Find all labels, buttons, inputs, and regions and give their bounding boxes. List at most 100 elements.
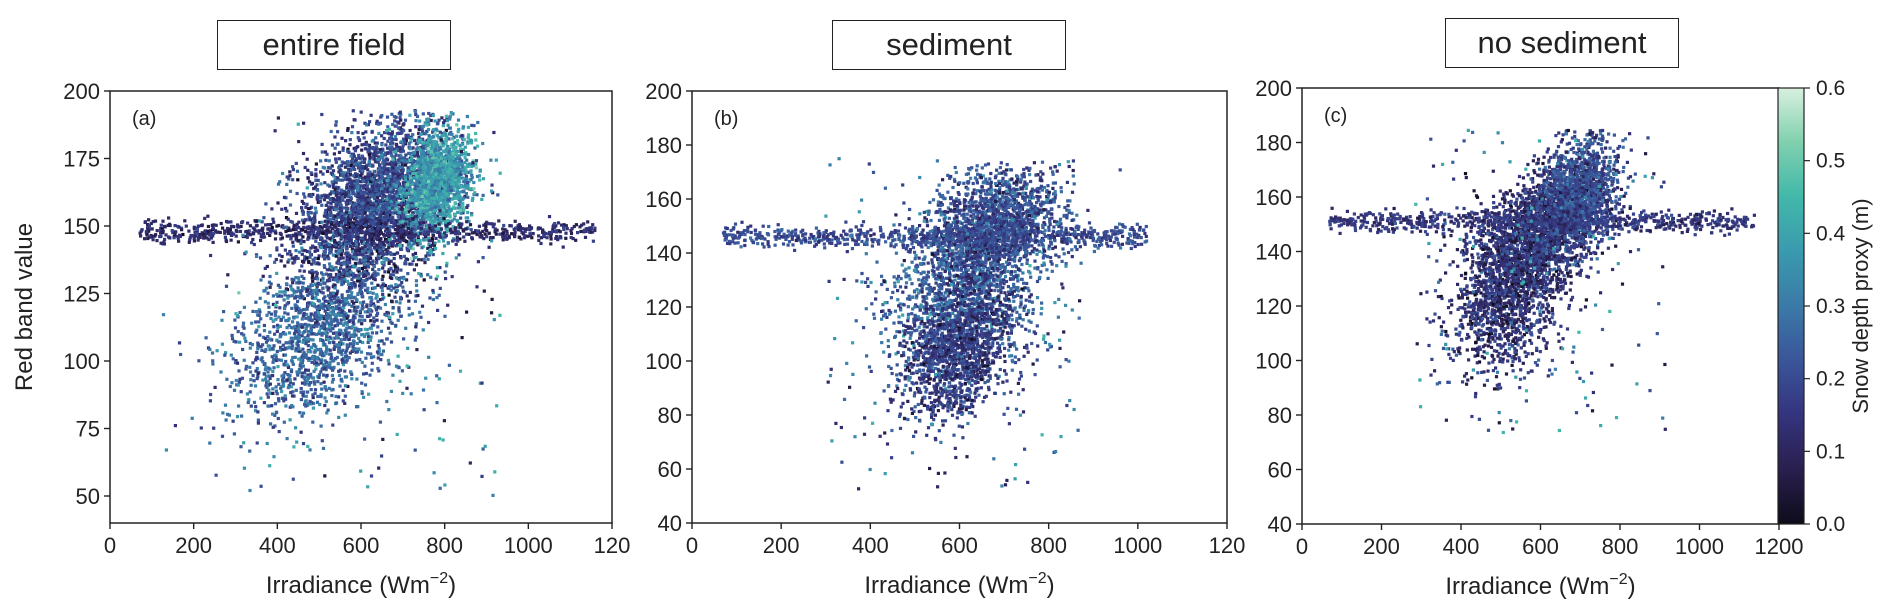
data-point — [310, 283, 314, 288]
data-point — [374, 180, 378, 184]
data-point — [346, 255, 350, 259]
data-point — [278, 335, 282, 339]
data-point — [349, 163, 353, 168]
data-point — [283, 293, 287, 297]
data-point — [372, 211, 376, 215]
data-point — [326, 316, 330, 320]
data-point — [304, 316, 308, 320]
data-point — [369, 352, 373, 356]
data-point — [402, 196, 406, 200]
data-point — [405, 246, 409, 250]
data-point — [314, 332, 318, 336]
data-point — [444, 227, 448, 231]
data-point — [238, 310, 242, 315]
data-point — [377, 349, 381, 353]
data-point — [398, 116, 402, 120]
data-point — [315, 289, 319, 293]
data-point — [279, 318, 283, 322]
data-point — [404, 262, 408, 266]
data-point — [330, 220, 334, 225]
data-point — [277, 253, 282, 257]
data-point — [330, 388, 334, 392]
data-point — [356, 247, 360, 251]
data-point — [274, 385, 278, 389]
data-point — [303, 249, 307, 253]
data-point — [347, 193, 351, 197]
data-point — [329, 311, 333, 315]
data-point — [322, 297, 326, 301]
data-point — [375, 249, 379, 253]
data-point — [281, 384, 286, 388]
data-point — [335, 178, 339, 182]
data-point — [463, 156, 467, 160]
data-point — [284, 397, 288, 401]
data-point — [459, 153, 463, 157]
data-point — [399, 118, 403, 122]
data-point — [396, 171, 400, 175]
data-point — [374, 204, 378, 209]
data-point — [394, 161, 398, 165]
data-point — [381, 266, 385, 270]
data-point — [297, 336, 301, 340]
data-point — [418, 201, 423, 205]
data-point — [223, 403, 228, 407]
data-point — [420, 304, 425, 308]
data-point — [342, 337, 347, 341]
data-point — [280, 396, 284, 400]
data-point — [278, 285, 282, 289]
data-point — [364, 140, 368, 144]
data-point — [368, 213, 372, 217]
data-point — [402, 189, 406, 193]
data-point — [397, 306, 401, 310]
data-point — [293, 258, 297, 262]
data-point — [360, 381, 364, 385]
data-point — [340, 191, 344, 195]
data-point — [331, 191, 335, 195]
data-point — [388, 194, 392, 198]
data-point — [374, 199, 379, 203]
data-point — [389, 177, 393, 181]
data-point — [378, 163, 382, 167]
data-point — [299, 398, 303, 402]
data-point — [317, 254, 321, 258]
data-point — [266, 291, 270, 295]
data-point — [376, 311, 380, 316]
data-point — [277, 430, 281, 434]
data-point — [276, 326, 280, 330]
data-point — [431, 114, 435, 118]
data-point — [340, 222, 344, 227]
data-point — [380, 319, 384, 323]
data-point — [266, 383, 270, 388]
data-point — [391, 312, 395, 316]
data-point — [296, 256, 300, 260]
data-point — [388, 147, 392, 151]
data-point — [351, 339, 355, 343]
data-point — [223, 353, 227, 357]
data-point — [375, 261, 379, 265]
data-point — [399, 268, 403, 272]
data-point — [410, 205, 414, 210]
data-point — [350, 299, 354, 303]
data-point — [288, 170, 292, 174]
data-point — [331, 359, 335, 363]
data-point — [329, 321, 333, 325]
data-point — [321, 276, 325, 280]
data-point — [381, 252, 385, 257]
data-point — [431, 248, 435, 252]
data-point — [443, 314, 447, 318]
data-point — [254, 369, 258, 373]
data-point — [367, 181, 371, 185]
data-point — [374, 188, 378, 192]
data-point — [273, 303, 278, 307]
data-point — [329, 366, 333, 370]
data-point — [349, 180, 353, 184]
data-point — [328, 207, 332, 211]
data-point — [383, 168, 387, 172]
data-point — [310, 276, 314, 280]
data-point — [362, 372, 366, 376]
data-point — [300, 289, 304, 293]
data-point — [318, 200, 322, 204]
data-point — [360, 322, 364, 326]
data-point — [385, 337, 389, 341]
data-point — [426, 189, 430, 193]
